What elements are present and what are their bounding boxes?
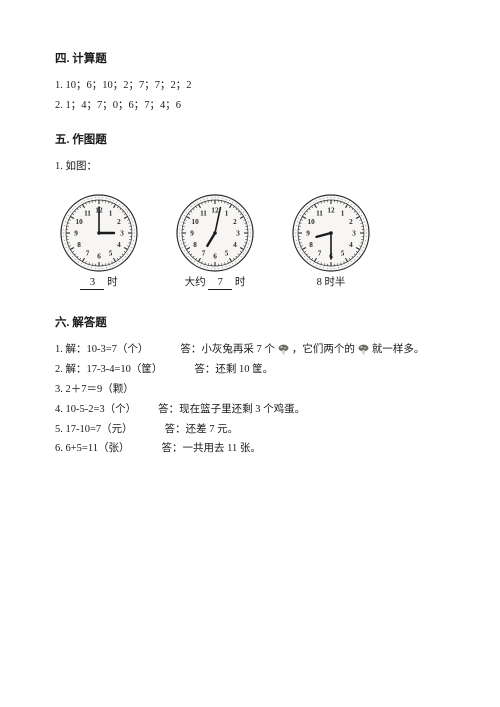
- svg-text:10: 10: [191, 218, 199, 226]
- caption-prefix-2: 大约: [185, 277, 209, 288]
- calc-line-2: 2. 1；4；7；0；6；7；4；6: [55, 98, 445, 115]
- svg-text:6: 6: [213, 253, 217, 261]
- svg-text:4: 4: [117, 241, 121, 249]
- svg-text:1: 1: [341, 210, 345, 218]
- svg-text:5: 5: [109, 250, 113, 258]
- q1-ans-c: 就一样多。: [372, 342, 425, 359]
- svg-text:4: 4: [233, 241, 237, 249]
- draw-section: 五. 作图题 1. 如图： 123456789101112 3 时 123456…: [55, 131, 445, 292]
- draw-title: 五. 作图题: [55, 131, 445, 149]
- story-q4: 4. 10-5-2=3（个） 答：现在篮子里还剩 3 个鸡蛋。: [55, 402, 445, 419]
- q5-expr: 5. 17-10=7（元）: [55, 422, 133, 439]
- story-title: 六. 解答题: [55, 314, 445, 332]
- q3-expr: 3. 2＋7＝9（颗）: [55, 382, 134, 399]
- story-q1: 1. 解：10-3=7（个） 答：小灰兔再采 7 个 ，它们两个的 就一样多。: [55, 342, 445, 359]
- svg-text:8: 8: [309, 241, 313, 249]
- svg-text:9: 9: [190, 230, 194, 238]
- story-q3: 3. 2＋7＝9（颗）: [55, 382, 445, 399]
- q6-ans: 答：一共用去 11 张。: [161, 441, 260, 458]
- q6-expr: 6. 6+5=11（张）: [55, 441, 129, 458]
- svg-text:3: 3: [120, 230, 124, 238]
- story-q6: 6. 6+5=11（张） 答：一共用去 11 张。: [55, 441, 445, 458]
- clock-3: 123456789101112 8 时半: [285, 194, 377, 292]
- calc-section: 四. 计算题 1. 10；6；10；2；7；7；2；2 2. 1；4；7；0；6…: [55, 50, 445, 115]
- svg-text:9: 9: [306, 230, 310, 238]
- svg-text:6: 6: [97, 253, 101, 261]
- q1-ans-b: ，它们两个的: [292, 342, 355, 359]
- svg-text:2: 2: [349, 218, 353, 226]
- q2-expr: 2. 解：17-3-4=10（筐）: [55, 362, 162, 379]
- q4-expr: 4. 10-5-2=3（个）: [55, 402, 136, 419]
- clock-face-1: 123456789101112: [60, 194, 138, 272]
- svg-text:11: 11: [316, 210, 323, 218]
- caption-blank-1: 3: [80, 277, 104, 290]
- caption-suffix-3: 8 时半: [317, 277, 346, 288]
- clock-caption-3: 8 时半: [317, 275, 346, 292]
- svg-text:12: 12: [327, 207, 335, 215]
- story-section: 六. 解答题 1. 解：10-3=7（个） 答：小灰兔再采 7 个 ，它们两个的…: [55, 314, 445, 458]
- caption-blank-2: 7: [208, 277, 232, 290]
- q1-expr: 1. 解：10-3=7（个）: [55, 342, 148, 359]
- svg-text:8: 8: [193, 241, 197, 249]
- mushroom-icon: [275, 342, 292, 359]
- clock-face-3: 123456789101112: [292, 194, 370, 272]
- svg-text:2: 2: [117, 218, 121, 226]
- q4-ans: 答：现在篮子里还剩 3 个鸡蛋。: [158, 402, 305, 419]
- clocks-row: 123456789101112 3 时 123456789101112 大约 7…: [53, 194, 445, 292]
- svg-text:5: 5: [341, 250, 345, 258]
- svg-text:5: 5: [225, 250, 229, 258]
- svg-text:8: 8: [77, 241, 81, 249]
- svg-text:4: 4: [349, 241, 353, 249]
- svg-text:9: 9: [74, 230, 78, 238]
- calc-line-1: 1. 10；6；10；2；7；7；2；2: [55, 78, 445, 95]
- svg-text:11: 11: [200, 210, 207, 218]
- svg-text:2: 2: [233, 218, 237, 226]
- svg-text:3: 3: [236, 230, 240, 238]
- q1-ans-a: 答：小灰兔再采 7 个: [180, 342, 275, 359]
- svg-text:11: 11: [84, 210, 91, 218]
- svg-text:7: 7: [202, 250, 206, 258]
- svg-text:10: 10: [75, 218, 83, 226]
- clock-face-2: 123456789101112: [176, 194, 254, 272]
- svg-text:10: 10: [307, 218, 315, 226]
- mushroom-icon: [355, 342, 372, 359]
- q2-ans: 答：还剩 10 筐。: [194, 362, 273, 379]
- svg-text:7: 7: [86, 250, 90, 258]
- caption-suffix-2: 时: [232, 277, 245, 288]
- caption-suffix-1: 时: [104, 277, 117, 288]
- story-q2: 2. 解：17-3-4=10（筐） 答：还剩 10 筐。: [55, 362, 445, 379]
- svg-text:3: 3: [352, 230, 356, 238]
- story-q5: 5. 17-10=7（元） 答：还差 7 元。: [55, 422, 445, 439]
- clock-caption-2: 大约 7 时: [185, 275, 246, 292]
- q5-ans: 答：还差 7 元。: [165, 422, 239, 439]
- calc-title: 四. 计算题: [55, 50, 445, 68]
- clock-caption-1: 3 时: [80, 275, 117, 292]
- draw-line-1: 1. 如图：: [55, 159, 445, 176]
- svg-text:12: 12: [211, 207, 219, 215]
- clock-1: 123456789101112 3 时: [53, 194, 145, 292]
- clock-2: 123456789101112 大约 7 时: [169, 194, 261, 292]
- svg-text:7: 7: [318, 250, 322, 258]
- svg-text:1: 1: [225, 210, 229, 218]
- svg-text:1: 1: [109, 210, 113, 218]
